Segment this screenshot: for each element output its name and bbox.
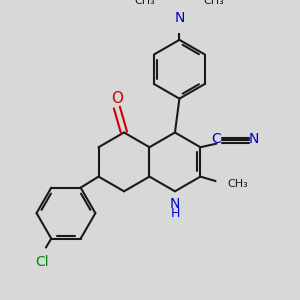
Text: CH₃: CH₃ <box>227 179 248 189</box>
Text: N: N <box>249 132 259 146</box>
Text: H: H <box>170 207 180 220</box>
Text: Cl: Cl <box>35 255 49 269</box>
Text: C: C <box>212 132 221 146</box>
Text: N: N <box>170 197 180 211</box>
Text: CH₃: CH₃ <box>203 0 224 6</box>
Text: N: N <box>174 11 184 26</box>
Text: O: O <box>111 91 123 106</box>
Text: CH₃: CH₃ <box>135 0 155 6</box>
